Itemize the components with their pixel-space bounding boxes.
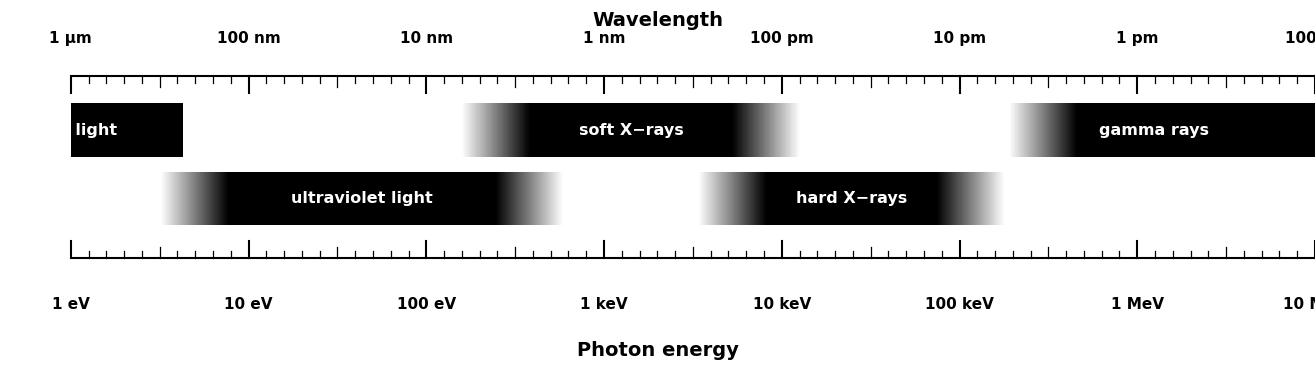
- Text: 100 keV: 100 keV: [924, 297, 994, 312]
- Text: visible light: visible light: [12, 123, 117, 138]
- Text: Wavelength: Wavelength: [592, 11, 723, 30]
- Text: 100 fm: 100 fm: [1285, 31, 1315, 46]
- Text: 1 μm: 1 μm: [50, 31, 92, 46]
- Text: 10 keV: 10 keV: [752, 297, 811, 312]
- Text: 1 nm: 1 nm: [583, 31, 626, 46]
- Text: 10 pm: 10 pm: [932, 31, 986, 46]
- Text: 10 MeV: 10 MeV: [1283, 297, 1315, 312]
- Text: gamma rays: gamma rays: [1099, 123, 1208, 138]
- Text: soft X−rays: soft X−rays: [579, 123, 684, 138]
- Text: hard X−rays: hard X−rays: [796, 191, 907, 206]
- Text: 100 pm: 100 pm: [750, 31, 814, 46]
- Text: 1 eV: 1 eV: [51, 297, 89, 312]
- Text: 100 nm: 100 nm: [217, 31, 280, 46]
- Text: 1 pm: 1 pm: [1116, 31, 1159, 46]
- Text: Photon energy: Photon energy: [576, 341, 739, 360]
- Text: 1 MeV: 1 MeV: [1111, 297, 1164, 312]
- Text: 100 eV: 100 eV: [397, 297, 456, 312]
- Text: 10 eV: 10 eV: [225, 297, 272, 312]
- Text: 1 keV: 1 keV: [580, 297, 627, 312]
- Text: 10 nm: 10 nm: [400, 31, 452, 46]
- Text: ultraviolet light: ultraviolet light: [292, 191, 433, 206]
